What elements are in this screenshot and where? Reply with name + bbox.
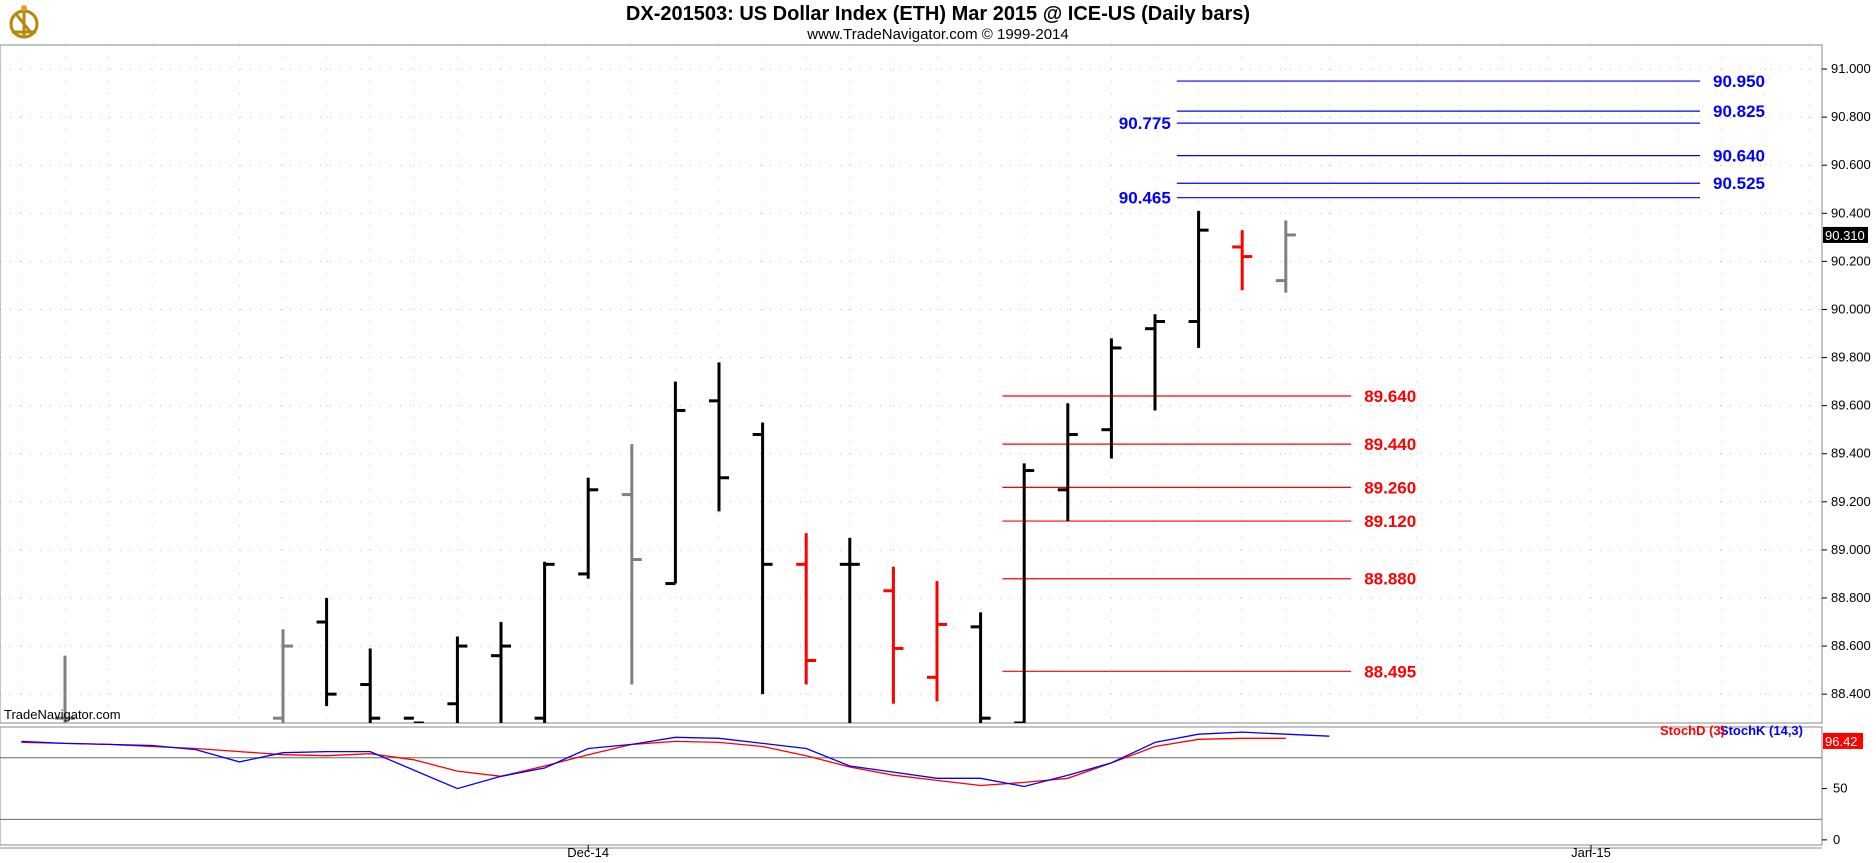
ohlc-bar	[447, 636, 468, 723]
chart-title: DX-201503: US Dollar Index (ETH) Mar 201…	[625, 3, 1251, 25]
levels-layer: 90.950 90.825 90.775 90.640 90.525 90.465 89.6…	[1002, 72, 1765, 681]
ohlc-bar	[752, 422, 773, 695]
level-label: 88.495	[1364, 662, 1416, 681]
y-tick-label: 88.600	[1831, 638, 1871, 653]
last-price-badge	[1823, 226, 1868, 243]
stoch-last-badge	[1823, 732, 1863, 749]
level-label: 90.640	[1713, 147, 1765, 166]
y-tick-label: 90.000	[1831, 301, 1871, 316]
ohlc-bar	[709, 362, 729, 512]
ohlc-bar	[316, 597, 337, 707]
ohlc-bar	[578, 477, 599, 579]
ohlc-bar	[1275, 220, 1296, 293]
ohlc-bar	[491, 622, 511, 723]
ohlc-bar	[1232, 230, 1253, 291]
level-label: 90.465	[1119, 189, 1171, 208]
last-price-label: 90.310	[1825, 228, 1865, 243]
watermark-text: TradeNavigator.com	[4, 707, 121, 722]
ohlc-bar	[534, 561, 555, 723]
y-tick-label: 89.000	[1831, 542, 1871, 557]
ohlc-bar	[1101, 338, 1122, 459]
y-tick-label: 90.200	[1831, 253, 1871, 268]
ohlc-bar	[1057, 403, 1078, 522]
x-tick-label: Jan-15	[1571, 845, 1611, 860]
stochastic-layer: 0 50 StochK (14,3)StochD (3) 96.42	[0, 723, 1863, 847]
ohlc-bar	[273, 629, 293, 723]
y-tick-label: 89.600	[1831, 398, 1871, 413]
ohlc-bar	[621, 444, 642, 685]
ohlc-bars	[55, 210, 1296, 723]
level-label: 90.775	[1119, 114, 1171, 133]
ohlc-bar	[665, 381, 686, 586]
y-tick-label: 90.800	[1831, 109, 1871, 124]
level-label: 89.440	[1364, 435, 1416, 454]
y-tick-label: 88.800	[1831, 590, 1871, 605]
y-tick-label: 89.200	[1831, 494, 1871, 509]
x-tick-label: Dec-14	[567, 845, 609, 860]
ohlc-bar	[970, 612, 991, 723]
bars-layer	[55, 210, 1296, 723]
ohlc-bar	[403, 716, 424, 723]
y-tick-label: 90.400	[1831, 205, 1871, 220]
chart-subtitle: www.TradeNavigator.com © 1999-2014	[807, 26, 1069, 43]
sextant-logo-icon	[9, 5, 39, 39]
y-tick-label: 90.600	[1831, 157, 1871, 172]
ohlc-bar	[360, 648, 381, 723]
y-tick-label: 89.800	[1831, 350, 1871, 365]
grid-layer	[0, 45, 1822, 723]
ohlc-bar	[839, 537, 860, 723]
y-tick-label: 88.400	[1831, 686, 1871, 701]
level-label: 88.880	[1364, 570, 1416, 589]
stochastic-panel-frame	[0, 726, 1823, 846]
stoch-legend-item: StochD (3)	[1660, 723, 1725, 738]
ohlc-bar	[927, 581, 947, 702]
level-label: 89.260	[1364, 478, 1416, 497]
stoch-last-label: 96.42	[1825, 734, 1858, 749]
level-label: 90.825	[1713, 102, 1765, 121]
level-label: 89.640	[1364, 387, 1416, 406]
ohlc-bar	[1014, 463, 1035, 723]
y-tick-label: 89.400	[1831, 446, 1871, 461]
price-panel-frame	[0, 44, 1823, 724]
stoch-line-red	[21, 737, 1286, 787]
level-label: 90.950	[1713, 72, 1765, 91]
level-label: 90.525	[1713, 174, 1765, 193]
y-tick-label: 91.000	[1831, 61, 1871, 76]
axes-layer: 88.400 88.600 88.800 89.000 89.200 89.400 89.6…	[0, 44, 1871, 860]
ohlc-bar	[883, 566, 904, 704]
ohlc-bar	[1145, 314, 1165, 411]
level-label: 89.120	[1364, 512, 1416, 531]
ohlc-bar	[55, 655, 75, 723]
stoch-y-tick-label: 0	[1833, 832, 1840, 847]
stoch-legend-item: StochK (14,3)	[1720, 723, 1803, 738]
ohlc-bar	[796, 533, 817, 685]
stoch-line-blue	[21, 731, 1330, 790]
stoch-y-tick-label: 50	[1833, 781, 1847, 796]
ohlc-bar	[1188, 210, 1209, 348]
